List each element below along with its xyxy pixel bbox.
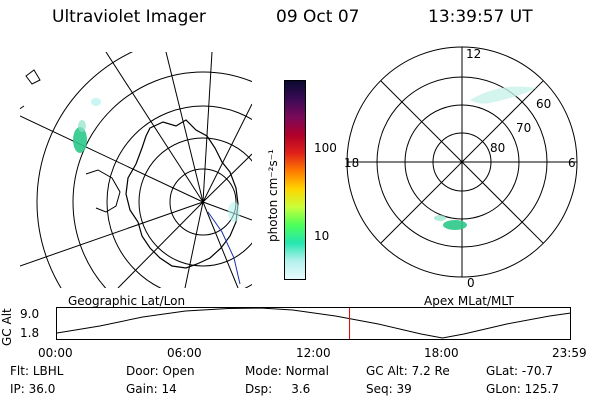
glon-value: 125.7 — [524, 382, 559, 396]
mlt-label-6: 6 — [568, 156, 576, 170]
colorbar-tick-100: 100 — [314, 141, 337, 155]
info-gain: Gain: 14 — [126, 382, 177, 396]
mlt-label-18: 18 — [344, 156, 359, 170]
mlt-label-12: 12 — [466, 47, 481, 61]
time-tick-1800: 18:00 — [424, 346, 459, 360]
colorbar-tick-10: 10 — [314, 229, 330, 243]
door-value: Open — [162, 364, 195, 378]
polar-map-label: Apex MLat/MLT — [424, 294, 514, 308]
mlat-label-60: 60 — [536, 97, 551, 111]
gc-alt-tick-low: 1.8 — [20, 326, 40, 340]
gc-alt-value: 7.2 Re — [411, 364, 450, 378]
info-glat: GLat: -70.7 — [486, 364, 553, 378]
info-seq: Seq: 39 — [366, 382, 412, 396]
mlat-label-70: 70 — [516, 121, 531, 135]
time-tick-2359: 23:59 — [552, 346, 587, 360]
gc-alt-plot — [56, 307, 572, 340]
info-ip: IP: 36.0 — [10, 382, 56, 396]
info-door: Door: Open — [126, 364, 195, 378]
time-tick-0600: 06:00 — [167, 346, 202, 360]
date-label: 09 Oct 07 — [276, 7, 360, 27]
ip-value: 36.0 — [28, 382, 56, 396]
info-dsp: Dsp: 3.6 — [245, 382, 311, 396]
colorbar — [284, 80, 306, 280]
instrument-title: Ultraviolet Imager — [52, 7, 206, 27]
info-gc-alt: GC Alt: 7.2 Re — [366, 364, 450, 378]
info-mode: Mode: Normal — [245, 364, 329, 378]
info-glon: GLon: 125.7 — [486, 382, 559, 396]
polar-map: 12 18 6 0 60 70 80 — [344, 46, 578, 288]
mlat-label-80: 80 — [490, 141, 505, 155]
glat-value: -70.7 — [521, 364, 553, 378]
gc-alt-tick-high: 9.0 — [20, 307, 40, 321]
time-tick-1200: 12:00 — [296, 346, 331, 360]
mlt-label-0: 0 — [467, 276, 475, 288]
aurora-emission-polar — [434, 86, 536, 230]
mode-value: Normal — [285, 364, 329, 378]
dsp-value: 3.6 — [291, 382, 311, 396]
gain-value: 14 — [161, 382, 177, 396]
time-label: 13:39:57 UT — [428, 7, 533, 27]
gc-alt-axis-label: GC Alt — [0, 308, 14, 346]
time-tick-0000: 00:00 — [38, 346, 73, 360]
flt-value: LBHL — [32, 364, 64, 378]
aurora-emission-geo — [73, 98, 240, 222]
colorbar-unit-label: photon cm⁻²s⁻¹ — [266, 149, 280, 242]
geographic-map — [20, 52, 252, 288]
info-flt: Flt: LBHL — [10, 364, 64, 378]
geographic-map-label: Geographic Lat/Lon — [68, 294, 186, 308]
seq-value: 39 — [396, 382, 412, 396]
